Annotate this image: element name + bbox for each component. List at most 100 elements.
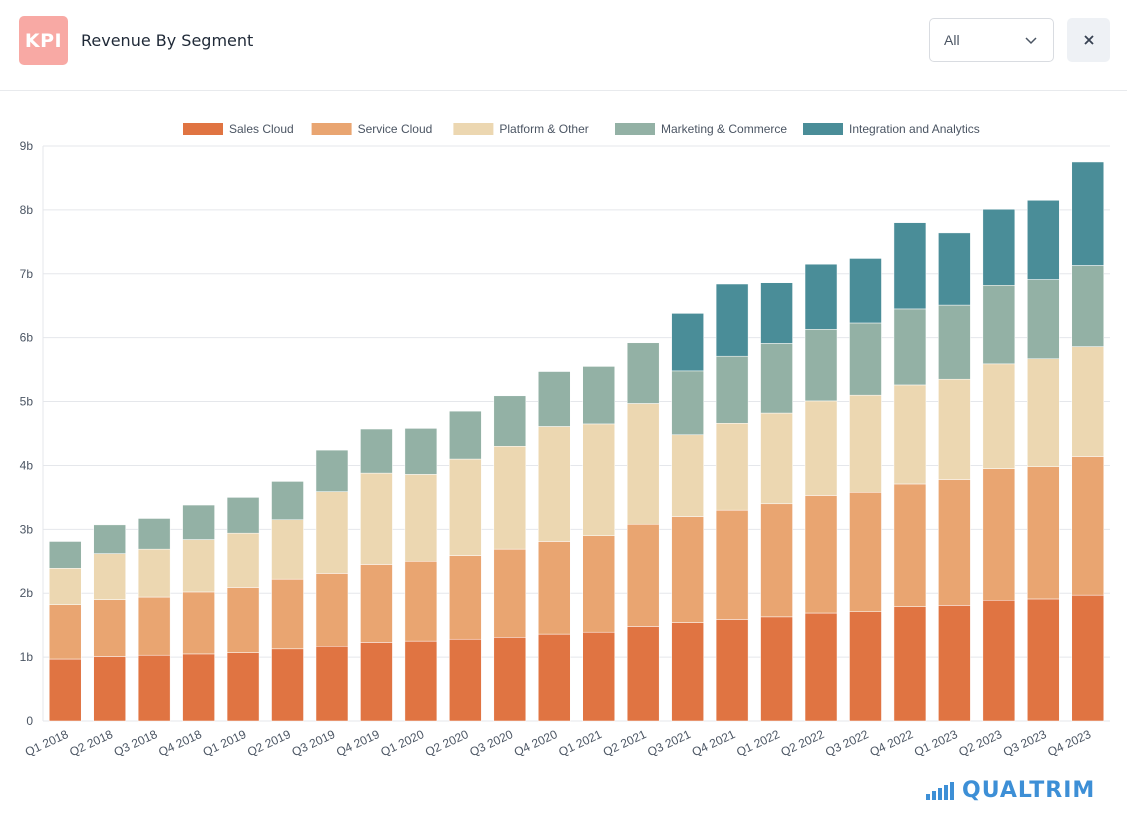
bar-segment[interactable] bbox=[938, 479, 971, 606]
bar-segment[interactable] bbox=[671, 434, 704, 517]
bar-segment[interactable] bbox=[48, 604, 82, 660]
bar-segment[interactable] bbox=[137, 654, 171, 722]
bar-segment[interactable] bbox=[271, 481, 304, 520]
bar-segment[interactable] bbox=[360, 428, 393, 474]
bar-segment[interactable] bbox=[93, 599, 126, 657]
bar-segment[interactable] bbox=[893, 483, 927, 607]
bar-segment[interactable] bbox=[1027, 279, 1060, 359]
bar-segment[interactable] bbox=[671, 370, 704, 436]
bar-segment[interactable] bbox=[404, 561, 438, 642]
bar-segment[interactable] bbox=[804, 329, 838, 402]
bar-segment[interactable] bbox=[760, 282, 793, 344]
bar-segment[interactable] bbox=[849, 322, 882, 396]
close-button[interactable] bbox=[1067, 18, 1110, 62]
bar-segment[interactable] bbox=[226, 497, 260, 534]
legend-label[interactable]: Integration and Analytics bbox=[849, 122, 980, 136]
bar-segment[interactable] bbox=[315, 491, 349, 574]
bar-segment[interactable] bbox=[760, 616, 793, 722]
bar-segment[interactable] bbox=[893, 308, 927, 386]
legend-label[interactable]: Platform & Other bbox=[499, 122, 588, 136]
bar-segment[interactable] bbox=[1027, 358, 1060, 467]
bar-segment[interactable] bbox=[893, 384, 927, 485]
bar-segment[interactable] bbox=[315, 646, 349, 722]
bar-segment[interactable] bbox=[1071, 265, 1105, 347]
bar-segment[interactable] bbox=[538, 426, 571, 542]
bar-segment[interactable] bbox=[1027, 598, 1060, 722]
bar-segment[interactable] bbox=[360, 472, 393, 565]
bar-segment[interactable] bbox=[182, 653, 215, 722]
bar-segment[interactable] bbox=[137, 596, 171, 656]
bar-segment[interactable] bbox=[893, 606, 927, 722]
bar-segment[interactable] bbox=[982, 209, 1016, 286]
bar-segment[interactable] bbox=[93, 656, 126, 722]
bar-segment[interactable] bbox=[493, 548, 527, 638]
bar-segment[interactable] bbox=[671, 516, 704, 623]
bar-segment[interactable] bbox=[449, 638, 482, 722]
bar-segment[interactable] bbox=[982, 363, 1016, 469]
bar-segment[interactable] bbox=[182, 539, 215, 593]
bar-segment[interactable] bbox=[582, 535, 615, 633]
bar-segment[interactable] bbox=[48, 568, 82, 605]
bar-segment[interactable] bbox=[715, 355, 749, 424]
bar-segment[interactable] bbox=[404, 474, 438, 562]
bar-segment[interactable] bbox=[760, 343, 793, 414]
bar-segment[interactable] bbox=[849, 394, 882, 493]
bar-segment[interactable] bbox=[182, 504, 215, 540]
bar-segment[interactable] bbox=[671, 313, 704, 372]
bar-segment[interactable] bbox=[671, 622, 704, 722]
bar-segment[interactable] bbox=[582, 631, 615, 722]
bar-segment[interactable] bbox=[804, 400, 838, 496]
bar-segment[interactable] bbox=[1027, 466, 1060, 600]
bar-segment[interactable] bbox=[538, 541, 571, 635]
bar-segment[interactable] bbox=[582, 366, 615, 425]
legend-label[interactable]: Marketing & Commerce bbox=[661, 122, 787, 136]
bar-segment[interactable] bbox=[93, 524, 126, 554]
bar-segment[interactable] bbox=[1027, 200, 1060, 280]
bar-segment[interactable] bbox=[804, 612, 838, 722]
bar-segment[interactable] bbox=[226, 652, 260, 722]
bar-segment[interactable] bbox=[804, 495, 838, 614]
bar-segment[interactable] bbox=[849, 258, 882, 324]
bar-segment[interactable] bbox=[938, 605, 971, 722]
bar-segment[interactable] bbox=[715, 423, 749, 511]
bar-segment[interactable] bbox=[493, 446, 527, 550]
bar-segment[interactable] bbox=[271, 578, 304, 650]
bar-segment[interactable] bbox=[538, 633, 571, 722]
bar-segment[interactable] bbox=[93, 553, 126, 600]
bar-segment[interactable] bbox=[449, 410, 482, 460]
bar-segment[interactable] bbox=[315, 449, 349, 492]
bar-segment[interactable] bbox=[1071, 456, 1105, 596]
bar-segment[interactable] bbox=[804, 263, 838, 330]
legend-label[interactable]: Service Cloud bbox=[358, 122, 433, 136]
bar-segment[interactable] bbox=[582, 423, 615, 536]
bar-segment[interactable] bbox=[449, 555, 482, 640]
bar-segment[interactable] bbox=[493, 395, 527, 447]
bar-segment[interactable] bbox=[271, 648, 304, 722]
bar-segment[interactable] bbox=[715, 283, 749, 357]
bar-segment[interactable] bbox=[1071, 161, 1105, 266]
bar-segment[interactable] bbox=[538, 371, 571, 427]
bar-segment[interactable] bbox=[1071, 346, 1105, 457]
bar-segment[interactable] bbox=[137, 548, 171, 598]
bar-segment[interactable] bbox=[626, 523, 660, 627]
bar-segment[interactable] bbox=[404, 640, 438, 722]
bar-segment[interactable] bbox=[715, 619, 749, 722]
bar-segment[interactable] bbox=[938, 378, 971, 480]
bar-segment[interactable] bbox=[493, 637, 527, 722]
bar-segment[interactable] bbox=[849, 611, 882, 722]
bar-segment[interactable] bbox=[982, 285, 1016, 365]
bar-segment[interactable] bbox=[315, 573, 349, 647]
bar-segment[interactable] bbox=[360, 642, 393, 722]
bar-segment[interactable] bbox=[982, 600, 1016, 722]
bar-segment[interactable] bbox=[449, 458, 482, 556]
bar-segment[interactable] bbox=[938, 232, 971, 306]
bar-segment[interactable] bbox=[938, 304, 971, 380]
bar-segment[interactable] bbox=[626, 403, 660, 525]
bar-segment[interactable] bbox=[760, 503, 793, 618]
bar-segment[interactable] bbox=[48, 658, 82, 722]
bar-segment[interactable] bbox=[271, 519, 304, 580]
bar-segment[interactable] bbox=[1071, 594, 1105, 722]
bar-segment[interactable] bbox=[760, 412, 793, 505]
bar-segment[interactable] bbox=[137, 518, 171, 550]
bar-segment[interactable] bbox=[48, 541, 82, 569]
